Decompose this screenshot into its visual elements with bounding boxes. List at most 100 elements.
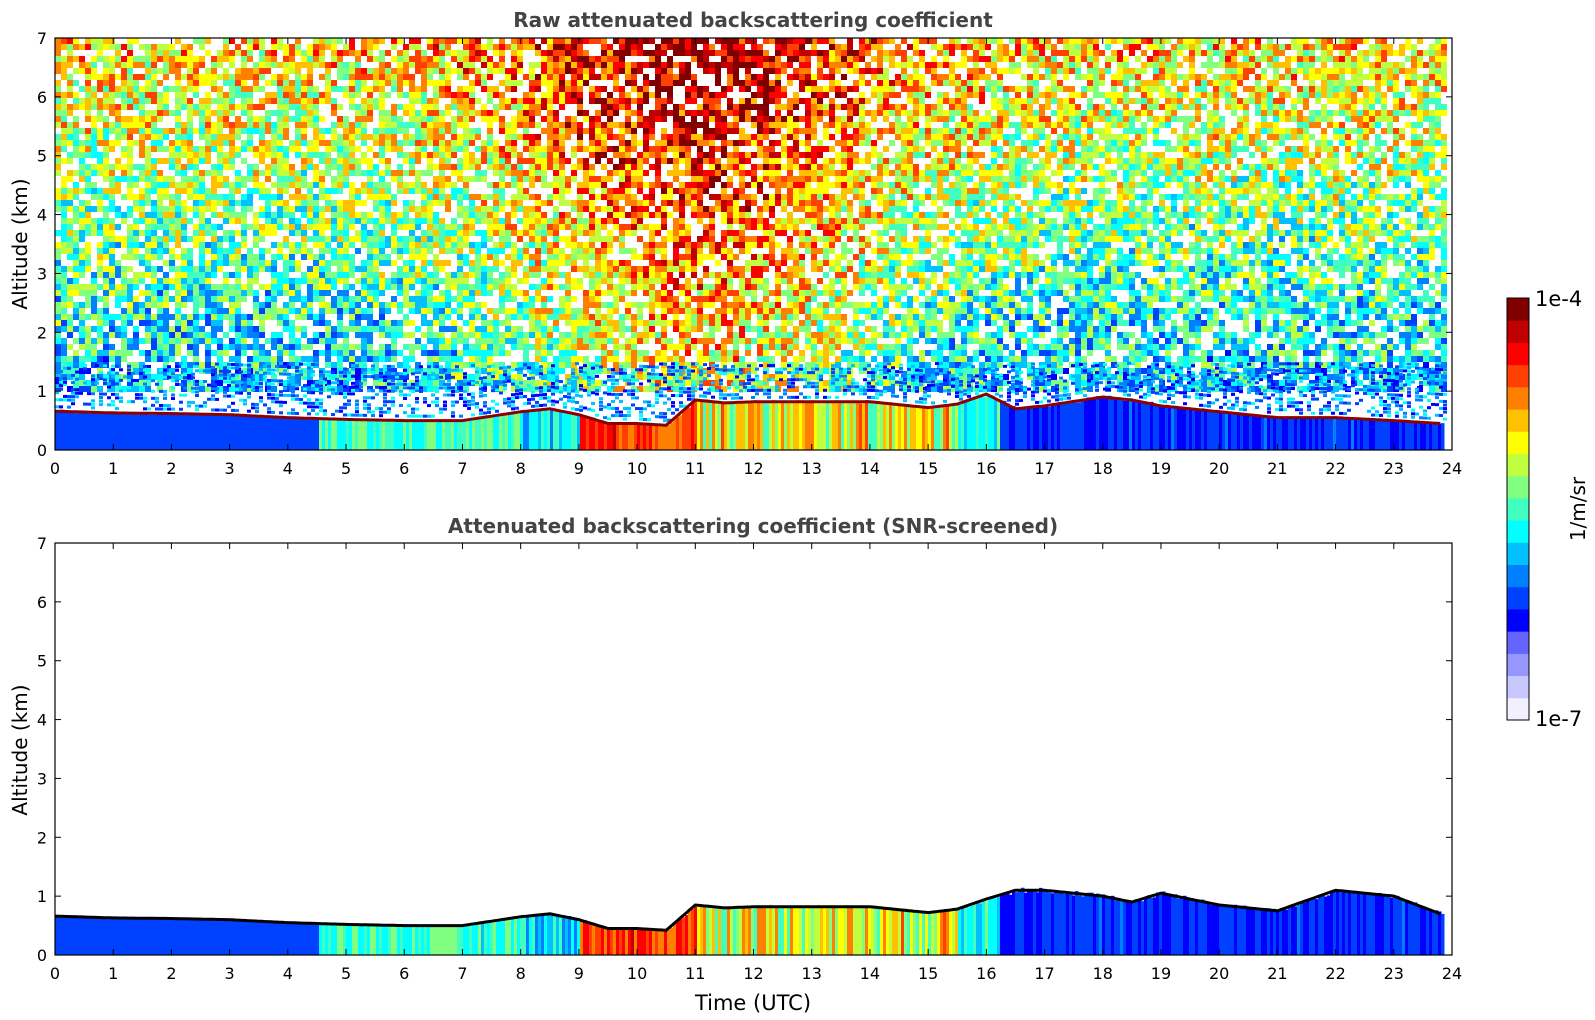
- noise-cell: [367, 248, 373, 254]
- noise-cell: [379, 218, 385, 224]
- noise-cell: [139, 386, 145, 392]
- noise-cell: [217, 314, 223, 320]
- noise-cell: [337, 68, 343, 74]
- noise-cell: [475, 80, 481, 86]
- noise-cell: [703, 224, 709, 230]
- noise-cell: [67, 248, 73, 254]
- noise-cell: [517, 164, 523, 170]
- noise-cell: [415, 266, 421, 272]
- noise-cell: [373, 356, 379, 362]
- noise-cell: [541, 182, 547, 188]
- noise-cell: [583, 200, 589, 206]
- noise-cell: [589, 242, 595, 248]
- noise-cell: [643, 212, 649, 218]
- noise-cell: [319, 98, 325, 104]
- noise-cell: [121, 194, 127, 200]
- noise-cell: [61, 98, 67, 104]
- noise-cell: [241, 254, 247, 260]
- noise-cell: [547, 278, 553, 284]
- noise-cell: [265, 260, 271, 266]
- noise-cell: [385, 194, 391, 200]
- noise-cell: [121, 308, 127, 314]
- noise-cell: [379, 182, 385, 188]
- noise-cell: [601, 260, 607, 266]
- noise-cell: [409, 206, 415, 212]
- noise-cell: [547, 140, 553, 146]
- noise-cell: [271, 182, 277, 188]
- noise-cell: [355, 50, 361, 56]
- noise-cell: [331, 146, 337, 152]
- noise-cell: [547, 374, 553, 380]
- noise-cell: [571, 56, 577, 62]
- noise-cell: [139, 86, 145, 92]
- noise-cell: [301, 332, 307, 338]
- noise-cell: [685, 68, 691, 74]
- noise-cell: [79, 290, 85, 296]
- noise-cell: [439, 308, 445, 314]
- noise-cell: [397, 236, 403, 242]
- noise-cell: [661, 206, 667, 212]
- noise-cell: [187, 152, 193, 158]
- noise-cell: [559, 338, 565, 344]
- noise-cell: [631, 128, 637, 134]
- noise-cell: [253, 188, 259, 194]
- noise-cell: [55, 158, 61, 164]
- noise-cell: [661, 248, 667, 254]
- noise-cell: [379, 140, 385, 146]
- noise-cell: [355, 74, 361, 80]
- noise-cell: [427, 386, 433, 392]
- noise-cell: [127, 278, 133, 284]
- noise-cell: [91, 164, 97, 170]
- noise-cell: [127, 320, 133, 326]
- noise-cell: [337, 86, 343, 92]
- noise-cell: [115, 296, 121, 302]
- noise-cell: [253, 356, 259, 362]
- noise-cell: [67, 74, 73, 80]
- noise-cell: [115, 332, 121, 338]
- noise-cell: [85, 212, 91, 218]
- noise-cell: [541, 260, 547, 266]
- noise-cell: [427, 230, 433, 236]
- noise-cell: [391, 68, 397, 74]
- noise-cell: [421, 212, 427, 218]
- noise-cell: [571, 332, 577, 338]
- noise-cell: [229, 80, 235, 86]
- noise-cell: [367, 266, 373, 272]
- noise-cell: [355, 56, 361, 62]
- noise-cell: [139, 290, 145, 296]
- noise-cell: [169, 254, 175, 260]
- noise-cell: [301, 314, 307, 320]
- noise-cell: [451, 128, 457, 134]
- noise-cell: [607, 320, 613, 326]
- noise-cell: [337, 350, 343, 356]
- noise-cell: [103, 212, 109, 218]
- noise-cell: [175, 296, 181, 302]
- noise-cell: [259, 122, 265, 128]
- noise-cell: [211, 86, 217, 92]
- noise-cell: [703, 62, 709, 68]
- noise-cell: [97, 110, 103, 116]
- noise-cell: [103, 302, 109, 308]
- noise-cell: [103, 176, 109, 182]
- noise-cell: [133, 338, 139, 344]
- noise-cell: [379, 386, 385, 392]
- noise-cell: [547, 344, 553, 350]
- noise-cell: [115, 290, 121, 296]
- noise-cell: [559, 98, 565, 104]
- noise-cell: [385, 386, 391, 392]
- noise-cell: [241, 140, 247, 146]
- noise-cell: [61, 134, 67, 140]
- noise-cell: [445, 92, 451, 98]
- noise-cell: [211, 314, 217, 320]
- noise-cell: [445, 350, 451, 356]
- noise-cell: [625, 116, 631, 122]
- noise-cell: [571, 230, 577, 236]
- noise-cell: [595, 128, 601, 134]
- noise-cell: [439, 50, 445, 56]
- noise-cell: [73, 68, 79, 74]
- noise-cell: [193, 332, 199, 338]
- noise-cell: [67, 266, 73, 272]
- noise-cell: [361, 284, 367, 290]
- noise-cell: [109, 62, 115, 68]
- noise-cell: [637, 68, 643, 74]
